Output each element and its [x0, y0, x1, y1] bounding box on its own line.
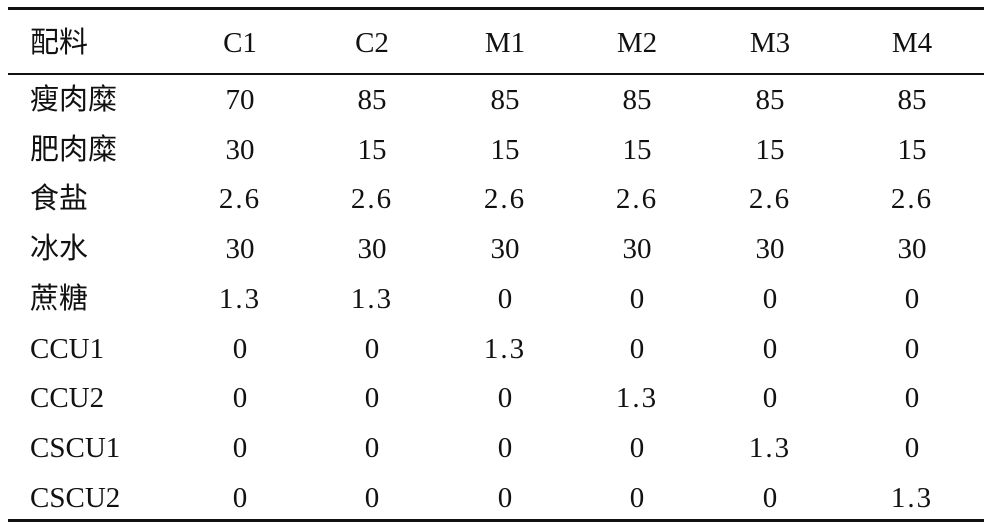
cell-value: 15: [897, 133, 927, 166]
cell-value: 85: [755, 84, 785, 116]
cell-value: 30: [225, 133, 255, 166]
column-header: M4: [891, 27, 933, 59]
cell-value: 30: [755, 233, 785, 266]
cell-value: 0: [904, 382, 920, 415]
cell-value: 2.6: [350, 183, 394, 216]
cell-value: 0: [904, 282, 920, 315]
cell-value: 15: [357, 133, 387, 166]
cell-value: 0: [629, 332, 645, 365]
cell-value: 15: [622, 133, 652, 166]
cell-value: 0: [762, 332, 778, 365]
cell-value: 0: [497, 431, 513, 464]
row-label: CSCU2: [30, 481, 121, 514]
cell-value: 15: [490, 133, 520, 166]
cell-value: 85: [897, 84, 927, 116]
row-label: CCU2: [30, 382, 105, 415]
column-header: C2: [355, 27, 389, 59]
cell-value: 15: [755, 133, 785, 166]
cell-value: 0: [232, 431, 248, 464]
cell-value: 1.3: [350, 282, 394, 315]
cell-value: 2.6: [890, 183, 934, 216]
row-label: 蔗糖: [30, 282, 89, 315]
cell-value: 30: [622, 233, 652, 266]
row-label: 食盐: [30, 183, 89, 216]
cell-value: 0: [497, 282, 513, 315]
cell-value: 30: [490, 233, 520, 266]
header-rule: [8, 73, 984, 75]
column-header: M3: [749, 27, 791, 59]
cell-value: 2.6: [218, 183, 262, 216]
header-label: 配料: [30, 27, 89, 59]
cell-value: 2.6: [483, 183, 527, 216]
row-label: 冰水: [30, 233, 89, 266]
cell-value: 85: [622, 84, 652, 116]
cell-value: 0: [904, 431, 920, 464]
row-label: 瘦肉糜: [30, 84, 118, 116]
cell-value: 0: [232, 481, 248, 514]
cell-value: 1.3: [615, 382, 659, 415]
cell-value: 1.3: [890, 481, 934, 514]
cell-value: 0: [364, 332, 380, 365]
bottom-rule: [8, 519, 984, 522]
cell-value: 0: [629, 282, 645, 315]
cell-value: 0: [364, 382, 380, 415]
cell-value: 2.6: [748, 183, 792, 216]
cell-value: 0: [629, 481, 645, 514]
cell-value: 0: [497, 481, 513, 514]
cell-value: 0: [497, 382, 513, 415]
cell-value: 0: [762, 282, 778, 315]
cell-value: 70: [225, 84, 255, 116]
cell-value: 0: [904, 332, 920, 365]
cell-value: 0: [232, 332, 248, 365]
cell-value: 2.6: [615, 183, 659, 216]
column-header: C1: [223, 27, 257, 59]
cell-value: 1.3: [218, 282, 262, 315]
cell-value: 0: [364, 431, 380, 464]
cell-value: 85: [490, 84, 520, 116]
row-label: CCU1: [30, 332, 105, 365]
cell-value: 0: [762, 382, 778, 415]
cell-value: 0: [762, 481, 778, 514]
cell-value: 1.3: [748, 431, 792, 464]
top-rule: [8, 7, 984, 10]
cell-value: 30: [225, 233, 255, 266]
cell-value: 30: [897, 233, 927, 266]
row-label: 肥肉糜: [30, 133, 118, 166]
cell-value: 0: [364, 481, 380, 514]
cell-value: 30: [357, 233, 387, 266]
column-header: M1: [484, 27, 526, 59]
column-header: M2: [616, 27, 658, 59]
row-label: CSCU1: [30, 431, 121, 464]
cell-value: 0: [232, 382, 248, 415]
cell-value: 1.3: [483, 332, 527, 365]
cell-value: 85: [357, 84, 387, 116]
cell-value: 0: [629, 431, 645, 464]
